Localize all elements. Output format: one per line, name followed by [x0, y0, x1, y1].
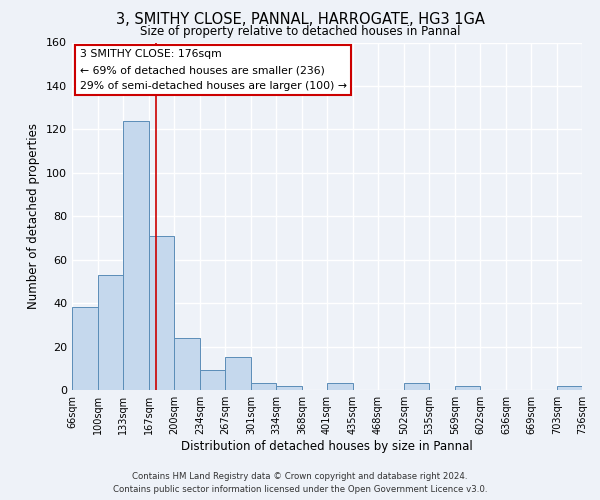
- Bar: [404, 384, 429, 390]
- Bar: [225, 358, 251, 390]
- Bar: [276, 386, 302, 390]
- X-axis label: Distribution of detached houses by size in Pannal: Distribution of detached houses by size …: [181, 440, 473, 453]
- Text: Size of property relative to detached houses in Pannal: Size of property relative to detached ho…: [140, 25, 460, 38]
- Bar: [327, 384, 353, 390]
- Bar: [72, 308, 98, 390]
- Bar: [174, 338, 200, 390]
- Bar: [98, 275, 123, 390]
- Text: 3 SMITHY CLOSE: 176sqm
← 69% of detached houses are smaller (236)
29% of semi-de: 3 SMITHY CLOSE: 176sqm ← 69% of detached…: [80, 50, 347, 90]
- Text: Contains HM Land Registry data © Crown copyright and database right 2024.
Contai: Contains HM Land Registry data © Crown c…: [113, 472, 487, 494]
- Bar: [557, 386, 582, 390]
- Y-axis label: Number of detached properties: Number of detached properties: [28, 123, 40, 309]
- Bar: [149, 236, 174, 390]
- Text: 3, SMITHY CLOSE, PANNAL, HARROGATE, HG3 1GA: 3, SMITHY CLOSE, PANNAL, HARROGATE, HG3 …: [116, 12, 484, 28]
- Bar: [200, 370, 225, 390]
- Bar: [455, 386, 480, 390]
- Bar: [123, 120, 149, 390]
- Bar: [251, 384, 276, 390]
